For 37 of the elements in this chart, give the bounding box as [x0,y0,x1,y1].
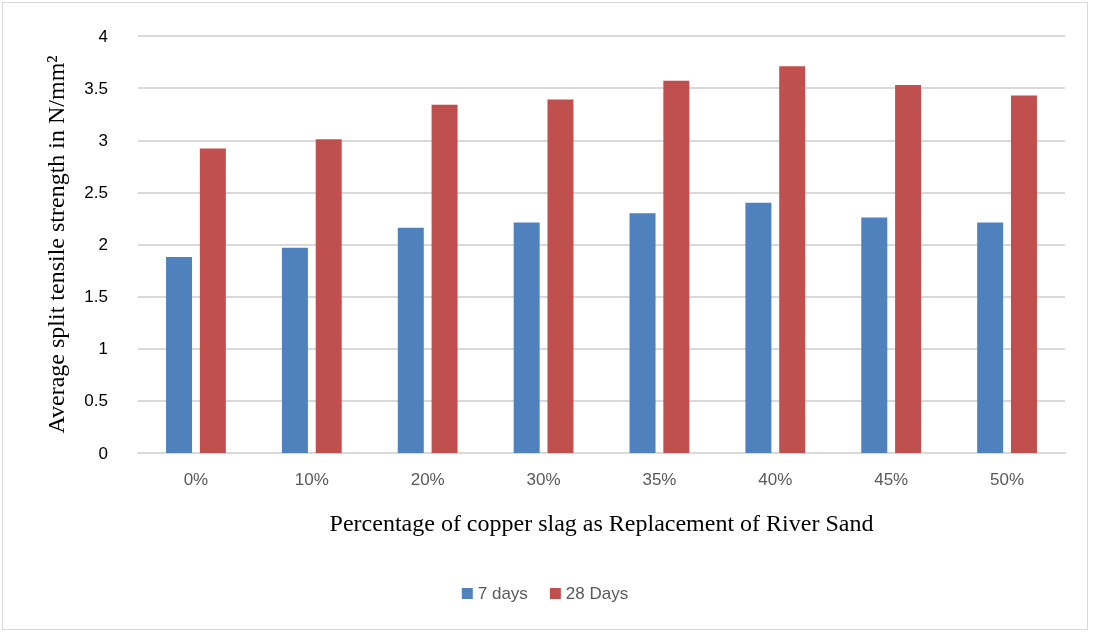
x-tick-label: 0% [183,470,209,489]
bar [1010,95,1037,453]
x-tick-label: 50% [990,470,1025,489]
bar [861,217,888,453]
y-tick-label: 2.5 [84,182,108,202]
y-tick-label: 3 [98,130,108,150]
bar [745,202,772,453]
bar [281,247,308,453]
bar [315,139,342,453]
y-tick-label: 1 [98,339,108,359]
y-tick-label: 0.5 [84,391,108,411]
bar [513,222,540,453]
y-tick-label: 4 [98,26,108,46]
bar [629,213,656,453]
x-tick-label: 30% [526,470,561,489]
bar [779,66,806,453]
y-tick-label: 0 [98,443,108,463]
y-axis-title: Average split tensile strength in N/mm² [43,55,69,434]
x-tick-label: 35% [642,470,677,489]
bar [663,80,690,453]
legend-label: 28 Days [565,584,629,603]
x-axis-title: Percentage of copper slag as Replacement of River Sand [329,510,874,536]
x-tick-label: 45% [874,470,909,489]
y-tick-label: 3.5 [84,78,108,98]
bar [199,148,226,453]
x-tick-label: 40% [758,470,793,489]
bar [166,257,193,453]
bar [431,104,458,453]
y-tick-label: 1.5 [84,287,108,307]
legend-label: 7 days [477,584,528,603]
x-tick-label: 10% [294,470,329,489]
bar [547,99,574,453]
bar [977,222,1004,453]
bar [397,227,424,453]
y-tick-label: 2 [98,235,108,254]
x-tick-label: 20% [410,470,445,489]
bar [895,85,922,453]
